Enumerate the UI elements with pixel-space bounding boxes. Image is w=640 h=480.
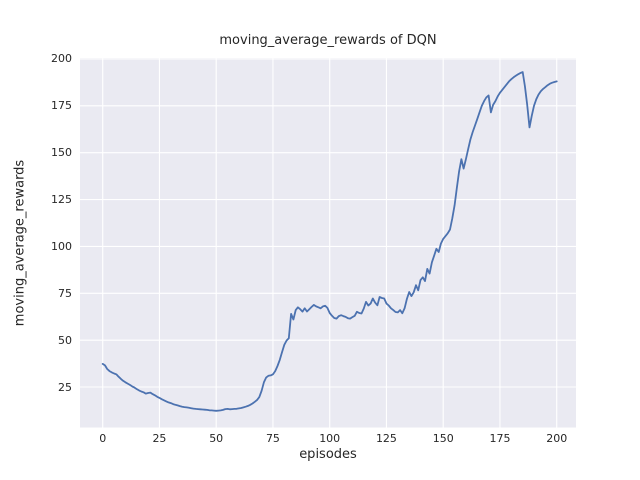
- x-tick-label: 175: [489, 432, 511, 445]
- chart-title: moving_average_rewards of DQN: [219, 33, 437, 48]
- x-tick-label: 100: [319, 432, 341, 445]
- x-tick-label: 25: [152, 432, 167, 445]
- y-tick-label: 200: [51, 52, 72, 66]
- line-series-moving-average-rewards: [101, 71, 558, 412]
- x-tick-label: 75: [265, 432, 280, 445]
- y-tick-label: 25: [58, 380, 72, 394]
- x-tick-label: 50: [209, 432, 224, 445]
- y-tick-label: 150: [51, 146, 72, 160]
- axes-background: [80, 58, 576, 428]
- x-axis-label: episodes: [299, 447, 357, 462]
- x-tick-label: 200: [546, 432, 568, 445]
- y-tick-label: 100: [51, 239, 72, 253]
- y-tick-label: 125: [51, 193, 72, 207]
- y-tick-label: 175: [51, 99, 72, 113]
- y-tick-label: 75: [58, 286, 72, 300]
- x-tick-label: 150: [432, 432, 454, 445]
- x-tick-label: 125: [375, 432, 397, 445]
- x-tick-label: 0: [99, 432, 107, 445]
- y-tick-label: 50: [58, 333, 72, 347]
